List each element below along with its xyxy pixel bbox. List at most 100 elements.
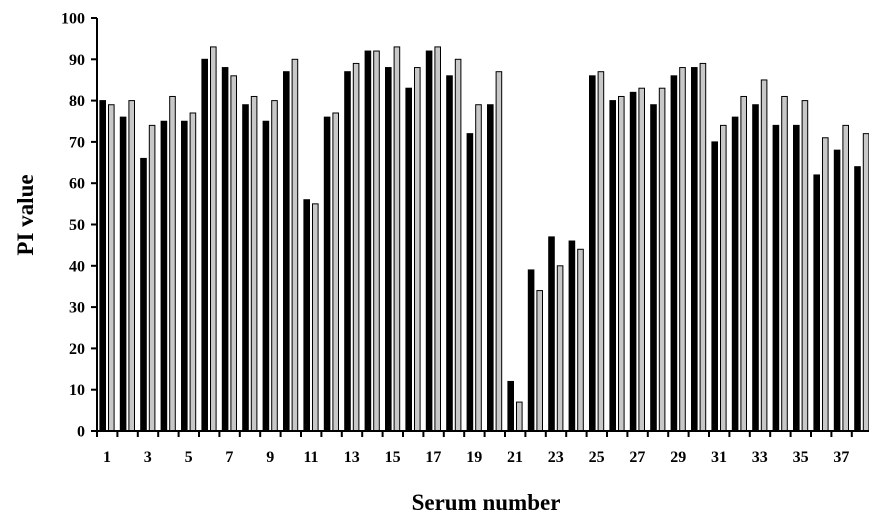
x-tick-label: 31 (711, 449, 727, 466)
y-tick-label: 0 (77, 424, 85, 441)
bar-series-2-serum-8 (250, 95, 258, 432)
bar-series-1-serum-1 (99, 100, 107, 432)
y-tick-label: 70 (69, 134, 85, 151)
bar-series-2-serum-3 (148, 124, 156, 432)
bar-series-2-serum-22 (536, 290, 544, 432)
x-tick-label: 13 (344, 449, 360, 466)
x-tick-label: 5 (185, 449, 193, 466)
x-tick-label: 9 (266, 449, 274, 466)
y-tick-label: 90 (69, 52, 85, 69)
x-tick-label: 23 (548, 449, 564, 466)
bar-series-2-serum-7 (230, 75, 237, 432)
bar-series-1-serum-30 (691, 67, 698, 432)
bar-series-2-serum-27 (638, 87, 646, 432)
x-tick-label: 35 (793, 449, 809, 466)
bar-series-1-serum-18 (446, 75, 453, 432)
bar-series-2-serum-36 (822, 137, 829, 432)
bar-series-2-serum-17 (434, 46, 441, 432)
bar-series-1-serum-27 (629, 91, 637, 432)
bar-series-2-serum-9 (271, 100, 278, 432)
bar-series-1-serum-33 (752, 104, 759, 432)
bar-series-1-serum-9 (262, 120, 270, 432)
bar-series-1-serum-24 (568, 240, 576, 432)
y-tick-label: 60 (69, 176, 85, 193)
bar-series-1-serum-7 (221, 67, 229, 432)
bar-series-2-serum-20 (495, 71, 503, 432)
y-tick-label: 80 (69, 93, 85, 110)
bar-series-1-serum-20 (487, 104, 494, 432)
bar-series-1-serum-6 (201, 58, 208, 432)
bar-series-1-serum-29 (670, 75, 678, 432)
bar-series-1-serum-37 (833, 149, 841, 432)
x-tick-label: 7 (225, 449, 233, 466)
bar-series-2-serum-23 (556, 265, 564, 432)
bar-series-2-serum-14 (373, 50, 380, 432)
x-tick-label: 1 (103, 449, 111, 466)
bar-series-1-serum-2 (119, 116, 127, 432)
x-tick-label: 21 (507, 449, 523, 466)
bar-series-2-serum-24 (577, 248, 584, 432)
bar-series-2-serum-25 (597, 71, 605, 432)
x-tick-label: 29 (670, 449, 686, 466)
bar-series-2-serum-29 (679, 67, 686, 432)
bar-series-1-serum-10 (283, 71, 290, 432)
y-tick-label: 50 (69, 217, 85, 234)
bar-series-1-serum-17 (425, 50, 433, 432)
bar-series-1-serum-11 (303, 199, 310, 432)
x-tick-label: 15 (385, 449, 401, 466)
bar-series-2-serum-19 (475, 104, 482, 432)
bar-series-2-serum-32 (740, 95, 748, 432)
bar-series-1-serum-19 (466, 133, 474, 432)
bar-series-1-serum-15 (385, 67, 392, 432)
bar-series-2-serum-34 (781, 95, 788, 432)
y-tick-label: 20 (69, 341, 85, 358)
bar-series-2-serum-37 (842, 124, 850, 432)
bar-series-1-serum-25 (589, 75, 596, 432)
bar-series-1-serum-28 (650, 104, 657, 432)
bar-series-1-serum-8 (242, 104, 249, 432)
x-tick-label: 17 (425, 449, 441, 466)
bar-series-1-serum-22 (527, 269, 535, 432)
x-axis-title: Serum number (412, 490, 561, 515)
bar-series-1-serum-31 (711, 141, 719, 432)
y-tick-label: 100 (61, 11, 85, 28)
bar-series-1-serum-34 (772, 124, 780, 432)
x-tick-label: 19 (466, 449, 482, 466)
bar-series-1-serum-13 (344, 71, 351, 432)
bar-series-2-serum-12 (332, 112, 339, 432)
bar-series-2-serum-13 (352, 62, 360, 432)
bar-series-2-serum-21 (516, 401, 523, 432)
bar-series-1-serum-3 (140, 157, 147, 432)
bar-series-2-serum-2 (128, 100, 135, 432)
bar-series-1-serum-35 (793, 124, 800, 432)
bar-series-2-serum-16 (414, 67, 421, 432)
bar-series-1-serum-36 (813, 174, 821, 432)
bar-series-1-serum-14 (364, 50, 372, 432)
bar-series-2-serum-35 (801, 100, 809, 432)
bars-group (99, 46, 869, 432)
y-tick-label: 30 (69, 300, 85, 317)
x-ticks-group: 1 3 5 7 9 11 13 15 17 19 21 23 25 27 29 31 33 35 37 (96, 431, 853, 466)
y-tick-label: 40 (69, 258, 85, 275)
bar-series-1-serum-32 (731, 116, 739, 432)
bar-series-2-serum-33 (760, 79, 768, 432)
bar-series-2-serum-28 (658, 87, 666, 432)
x-tick-label: 37 (833, 449, 849, 466)
bar-series-1-serum-16 (405, 87, 412, 432)
x-tick-label: 27 (629, 449, 645, 466)
bar-series-2-serum-6 (210, 46, 217, 432)
y-ticks-group: 0 10 20 30 40 50 60 70 80 90 100 (61, 11, 97, 441)
bar-series-2-serum-15 (393, 46, 401, 432)
bar-series-1-serum-38 (854, 166, 861, 432)
bar-series-2-serum-5 (189, 112, 197, 432)
bar-series-1-serum-4 (160, 120, 168, 432)
bar-series-1-serum-23 (548, 236, 555, 432)
bar-series-2-serum-30 (699, 62, 707, 432)
bar-series-1-serum-21 (507, 380, 514, 432)
bar-series-1-serum-12 (323, 116, 331, 432)
x-tick-label: 11 (303, 449, 318, 466)
bar-series-2-serum-4 (169, 95, 176, 432)
bar-series-1-serum-5 (181, 120, 188, 432)
bar-series-2-serum-1 (108, 104, 115, 432)
